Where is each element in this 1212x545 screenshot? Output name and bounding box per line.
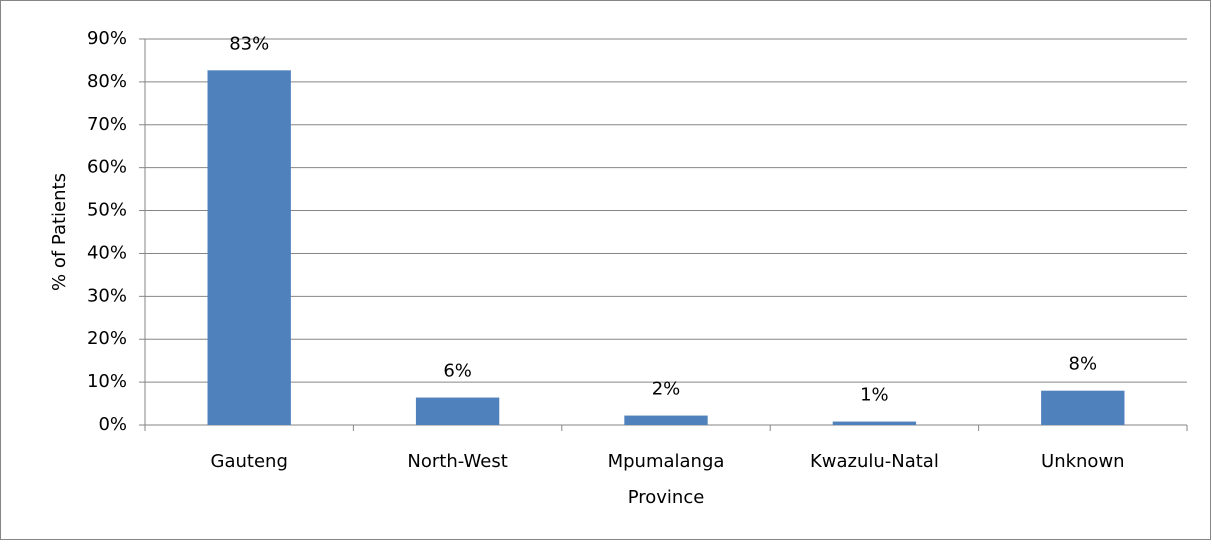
x-tick-label: Unknown <box>1041 451 1125 472</box>
x-tick-label: Mpumalanga <box>608 451 725 472</box>
bar <box>832 421 917 425</box>
y-tick-label: 70% <box>87 114 127 135</box>
y-tick-label: 40% <box>87 242 127 263</box>
bar <box>1041 390 1125 425</box>
y-tick-label: 20% <box>87 328 127 349</box>
y-axis-label: % of Patients <box>49 173 70 291</box>
x-tick-label: Gauteng <box>211 451 288 472</box>
value-label: 8% <box>1069 354 1098 375</box>
bar <box>415 397 500 425</box>
y-tick-label: 50% <box>87 200 127 221</box>
bar <box>207 70 291 425</box>
x-tick-label: Kwazulu-Natal <box>810 451 939 472</box>
y-tick-label: 0% <box>98 414 127 435</box>
y-tick-label: 30% <box>87 285 127 306</box>
y-tick-label: 10% <box>87 371 127 392</box>
x-tick-label: North-West <box>407 451 507 472</box>
y-tick-label: 60% <box>87 157 127 178</box>
x-axis-label: Province <box>628 487 705 508</box>
value-label: 83% <box>229 33 269 54</box>
bar <box>624 415 708 425</box>
y-tick-label: 80% <box>87 71 127 92</box>
value-label: 6% <box>443 361 472 382</box>
y-tick-label: 90% <box>87 28 127 49</box>
value-label: 1% <box>860 385 889 406</box>
value-label: 2% <box>652 379 681 400</box>
